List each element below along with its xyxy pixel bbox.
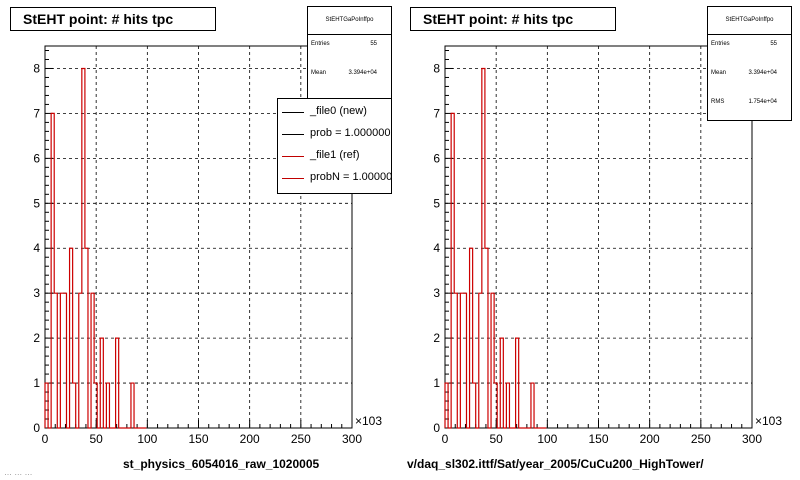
right-stats-box: StEHTGaPoInffpo Entries 55 Mean 3.394e+0… — [707, 6, 792, 121]
legend-entry: prob = 1.000000 — [278, 123, 391, 145]
right-y-tick-label: 2 — [433, 331, 440, 345]
right-x-tick-label: 300 — [742, 432, 762, 446]
left-x-tick-label: 250 — [291, 432, 311, 446]
left-stats-entries-label: Entries — [311, 41, 330, 47]
legend-entry: _file1 (ref) — [278, 145, 391, 167]
left-y-tick-label: 0 — [33, 421, 40, 435]
right-x-tick-label: 250 — [691, 432, 711, 446]
left-plot-title: StEHT point: # hits tpc — [10, 7, 216, 31]
left-x-tick-label: 300 — [342, 432, 362, 446]
left-x-axis-label: st_physics_6054016_raw_1020005 — [123, 457, 320, 471]
right-y-tick-label: 1 — [433, 376, 440, 390]
left-y-tick-label: 2 — [33, 331, 40, 345]
right-stats-name: StEHTGaPoInffpo — [708, 7, 791, 35]
left-stats-mean: 3.394e+04 — [348, 70, 377, 76]
left-y-tick-label: 4 — [33, 241, 40, 255]
left-stats-box: StEHTGaPoInffpo Entries 55 Mean 3.394e+0… — [307, 6, 392, 104]
left-x-tick-label: 150 — [188, 432, 208, 446]
right-stats-mean: 3.394e+04 — [748, 70, 777, 76]
left-legend: _file0 (new) prob = 1.000000 _file1 (ref… — [277, 98, 392, 194]
legend-label: _file0 (new) — [310, 105, 367, 117]
right-y-tick-label: 4 — [433, 241, 440, 255]
right-x-axis-label: v/daq_sl302.ittf/Sat/year_2005/CuCu200_H… — [407, 457, 704, 471]
legend-entry: probN = 1.000000 — [278, 167, 391, 189]
right-y-tick-label: 6 — [433, 151, 440, 165]
left-stats-name: StEHTGaPoInffpo — [308, 7, 391, 35]
legend-label: prob = 1.000000 — [310, 127, 391, 139]
right-stats-rms-label: RMS — [711, 99, 725, 105]
right-plot-title: StEHT point: # hits tpc — [410, 7, 616, 31]
right-stats-mean-label: Mean — [711, 70, 727, 76]
left-histogram-series — [44, 67, 147, 429]
right-stats-rms: 1.754e+04 — [748, 99, 777, 105]
right-y-tick-label: 3 — [433, 286, 440, 300]
left-y-tick-label: 5 — [33, 196, 40, 210]
legend-label: probN = 1.000000 — [310, 171, 392, 183]
right-title-text: StEHT point: # hits tpc — [423, 11, 574, 27]
left-y-tick-label: 8 — [33, 61, 40, 75]
left-stats-mean-label: Mean — [311, 70, 327, 76]
right-stats-entries-label: Entries — [711, 41, 730, 47]
right-x-tick-label: 200 — [640, 432, 660, 446]
legend-label: _file1 (ref) — [310, 149, 360, 161]
right-x-multiplier: ×103 — [755, 414, 782, 428]
left-y-tick-label: 6 — [33, 151, 40, 165]
legend-swatch — [282, 112, 304, 113]
right-y-tick-label: 0 — [433, 421, 440, 435]
legend-entry: _file0 (new) — [278, 101, 391, 123]
left-x-tick-label: 50 — [89, 432, 103, 446]
right-x-tick-label: 0 — [442, 432, 449, 446]
right-x-tick-label: 100 — [537, 432, 557, 446]
left-y-tick-label: 7 — [33, 106, 40, 120]
left-y-tick-label: 1 — [33, 376, 40, 390]
right-stats-entries: 55 — [770, 41, 777, 47]
footer-text: … … … — [4, 468, 33, 477]
right-histogram-series — [444, 67, 547, 429]
right-y-tick-label: 7 — [433, 106, 440, 120]
left-x-tick-label: 0 — [42, 432, 49, 446]
left-x-multiplier: ×103 — [355, 414, 382, 428]
legend-swatch — [282, 156, 304, 157]
left-title-text: StEHT point: # hits tpc — [23, 11, 174, 27]
legend-swatch — [282, 134, 304, 135]
left-x-tick-label: 200 — [240, 432, 260, 446]
left-y-tick-label: 3 — [33, 286, 40, 300]
legend-swatch — [282, 178, 304, 179]
right-x-tick-label: 50 — [489, 432, 503, 446]
right-x-tick-label: 150 — [588, 432, 608, 446]
left-x-tick-label: 100 — [137, 432, 157, 446]
right-y-tick-label: 8 — [433, 61, 440, 75]
right-y-tick-label: 5 — [433, 196, 440, 210]
left-stats-entries: 55 — [370, 41, 377, 47]
